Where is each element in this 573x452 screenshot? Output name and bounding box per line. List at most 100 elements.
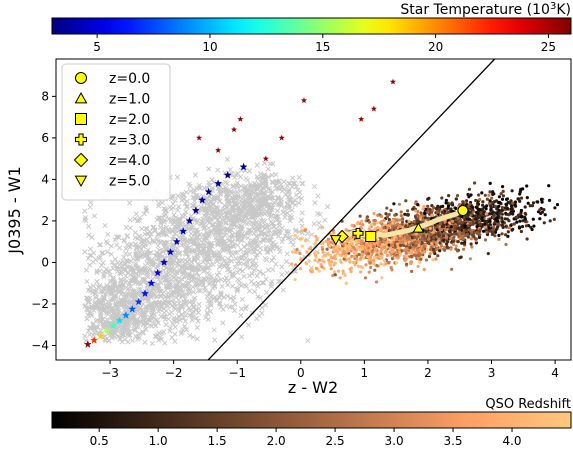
qso-point (418, 216, 423, 220)
qso-point (363, 276, 368, 280)
qso-point (305, 262, 309, 266)
qso-point (446, 210, 450, 214)
qso-point (307, 259, 311, 263)
qso-point (423, 216, 427, 220)
qso-point (456, 227, 460, 231)
y-axis-label: J0395 - W1 (5, 166, 24, 254)
qso-point (469, 213, 473, 217)
qso-point (324, 239, 328, 243)
y-tick-label: 8 (41, 89, 49, 103)
qso-point (421, 218, 425, 222)
qso-point (348, 260, 352, 264)
y-tick-label: 6 (41, 131, 49, 145)
qso-point (331, 245, 335, 250)
qso-point (397, 202, 401, 206)
qso-point (294, 250, 298, 255)
qso-point (405, 219, 409, 223)
qso-point (532, 224, 536, 228)
qso-point (293, 233, 297, 238)
qso-point (472, 234, 476, 239)
qso-point (471, 205, 475, 209)
qso-redshift-tick-label: 2.0 (267, 434, 286, 448)
qso-point (379, 237, 383, 241)
qso-point (491, 232, 495, 236)
qso-point (489, 208, 493, 212)
qso-point (390, 243, 394, 247)
qso-point (349, 249, 353, 253)
qso-point (536, 200, 540, 204)
star-temperature-colorbar-gradient (51, 17, 572, 35)
qso-point (488, 190, 492, 194)
red-star (358, 116, 365, 122)
qso-point (313, 258, 317, 262)
stellar-track-star (166, 247, 175, 256)
qso-point (342, 257, 346, 261)
qso-point (373, 268, 377, 272)
qso-point (379, 256, 383, 260)
qso-point (330, 260, 334, 264)
qso-point (382, 259, 387, 263)
qso-point (415, 213, 419, 217)
qso-point (441, 234, 445, 238)
qso-point (456, 216, 460, 220)
redshift-marker-square (365, 230, 377, 242)
qso-point (519, 187, 523, 191)
qso-point (437, 237, 441, 241)
qso-point (439, 205, 443, 209)
qso-point (509, 199, 513, 203)
red-star-points (196, 78, 396, 162)
qso-point (338, 276, 342, 280)
qso-point (555, 203, 560, 207)
qso-point (384, 223, 388, 227)
qso-point (469, 210, 473, 214)
qso-redshift-colorbar-label: QSO Redshift (485, 397, 571, 412)
stellar-track-star (185, 216, 194, 225)
qso-point (500, 206, 504, 210)
qso-point (447, 234, 451, 238)
qso-point (375, 264, 379, 268)
qso-point (435, 228, 439, 232)
qso-point (339, 260, 343, 264)
qso-point (384, 250, 388, 254)
qso-point (476, 202, 481, 206)
qso-point (388, 220, 392, 224)
qso-point (475, 224, 479, 229)
qso-point (523, 215, 527, 220)
qso-point (455, 194, 460, 198)
qso-point (397, 250, 401, 254)
qso-point (404, 247, 408, 251)
qso-point (407, 249, 411, 253)
qso-point (440, 244, 444, 248)
qso-point (428, 207, 432, 211)
qso-point (470, 231, 474, 235)
qso-point (331, 274, 335, 278)
qso-point (351, 245, 355, 249)
qso-point (454, 206, 458, 210)
qso-point (344, 281, 348, 285)
qso-redshift-tick-label: 1.5 (208, 434, 227, 448)
qso-point (497, 195, 501, 199)
qso-point (351, 260, 355, 265)
qso-point (459, 255, 463, 259)
qso-point (461, 231, 465, 235)
qso-point (401, 217, 405, 221)
qso-point (505, 197, 509, 201)
qso-point (368, 261, 372, 265)
qso-point (426, 216, 430, 220)
qso-point (424, 258, 429, 262)
qso-point (519, 215, 524, 219)
qso-point (304, 238, 308, 243)
qso-point (440, 196, 444, 200)
stellar-track-star (160, 258, 169, 266)
qso-point (417, 251, 421, 255)
qso-point (484, 225, 488, 229)
qso-point (548, 219, 552, 223)
qso-point (347, 245, 352, 249)
qso-point (413, 235, 417, 239)
qso-point (387, 218, 391, 222)
stellar-track-star (102, 326, 111, 335)
qso-point (422, 204, 426, 208)
qso-point (362, 256, 366, 260)
qso-point (424, 227, 428, 231)
